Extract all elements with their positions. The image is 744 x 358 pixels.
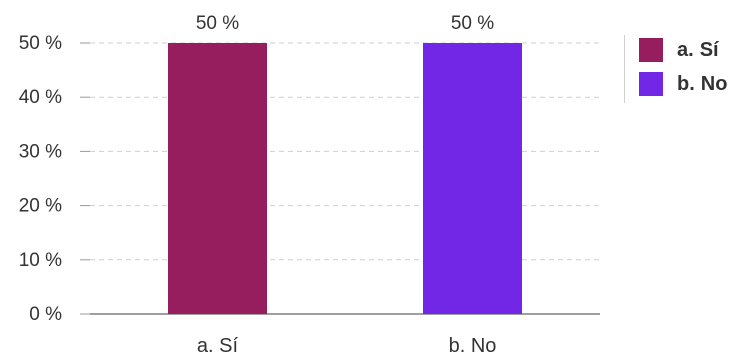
y-tick-label: 0 % (29, 304, 62, 325)
y-tick-label: 10 % (19, 250, 62, 271)
legend: a. Sí b. No (624, 35, 727, 103)
x-tick-label: b. No (449, 335, 497, 357)
data-label: 50 % (196, 13, 239, 34)
data-label: 50 % (451, 13, 494, 34)
legend-swatch-si (639, 38, 663, 62)
y-tick-label: 20 % (19, 196, 62, 217)
y-tick-label: 50 % (19, 33, 62, 54)
legend-label-si: Sí (699, 38, 719, 61)
x-tick-label: a. Sí (197, 335, 239, 357)
bar (423, 43, 522, 314)
legend-key-si: a. (677, 38, 694, 61)
legend-label-no: No (700, 72, 728, 95)
legend-item-no[interactable]: b. No (639, 69, 727, 99)
legend-key-no: b. (677, 72, 695, 95)
y-tick-label: 30 % (19, 141, 62, 162)
legend-item-si[interactable]: a. Sí (639, 35, 727, 65)
y-tick-label: 40 % (19, 87, 62, 108)
legend-swatch-no (639, 72, 663, 96)
bar (168, 43, 267, 314)
